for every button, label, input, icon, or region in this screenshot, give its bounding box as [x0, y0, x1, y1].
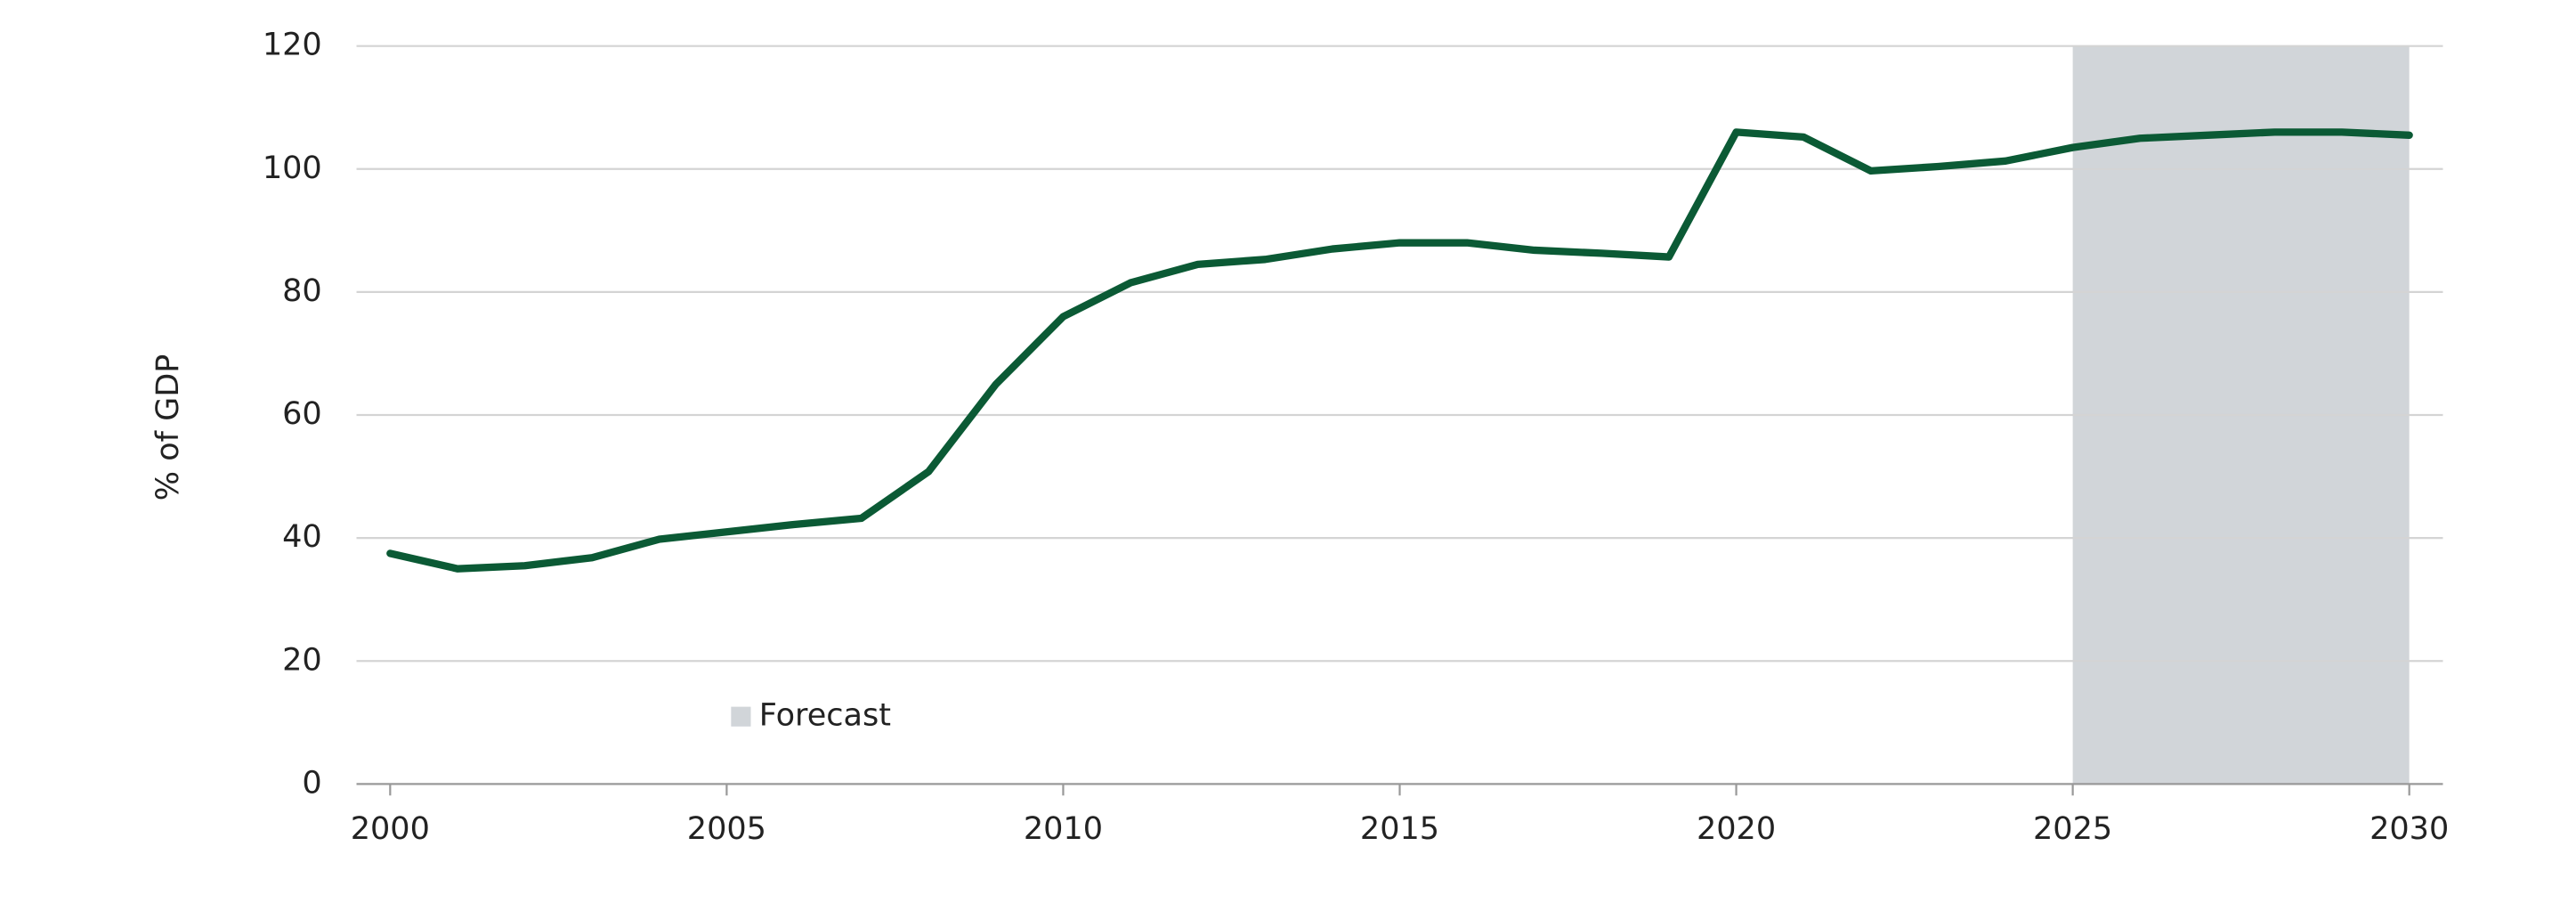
- y-tick-label: 120: [263, 27, 322, 63]
- y-tick-label: 40: [282, 518, 322, 555]
- x-tick-label: 2025: [2033, 810, 2112, 847]
- x-tick-label: 2010: [1024, 810, 1103, 847]
- y-axis-label: % of GDP: [150, 354, 186, 501]
- y-tick-label: 100: [263, 150, 322, 186]
- x-tick-label: 2000: [351, 810, 430, 847]
- y-tick-label: 0: [302, 764, 321, 801]
- x-tick-label: 2015: [1360, 810, 1439, 847]
- x-tick-label: 2005: [687, 810, 766, 847]
- x-tick-label: 2030: [2369, 810, 2449, 847]
- y-tick-label: 60: [282, 395, 322, 432]
- data-line: [386, 128, 2413, 573]
- legend-swatch: [731, 706, 751, 727]
- legend-label: Forecast: [759, 697, 891, 734]
- x-tick-label: 2020: [1697, 810, 1776, 847]
- y-tick-label: 20: [282, 641, 322, 678]
- y-tick-label: 80: [282, 273, 322, 309]
